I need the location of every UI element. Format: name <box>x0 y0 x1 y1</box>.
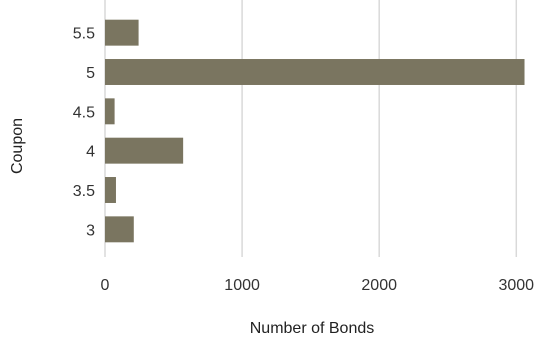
bar-coupon-3 <box>105 216 134 243</box>
x-tick-label: 1000 <box>224 277 260 294</box>
y-tick-label: 3.5 <box>73 183 95 200</box>
y-tick-label: 5.5 <box>73 26 95 43</box>
x-axis-title: Number of Bonds <box>250 320 375 337</box>
y-tick-label: 5 <box>86 65 95 82</box>
bars <box>105 19 525 243</box>
y-axis-title: Coupon <box>9 118 26 174</box>
bar-coupon-5.5 <box>105 19 139 46</box>
x-tick-label: 2000 <box>361 277 397 294</box>
x-tick-label: 3000 <box>498 277 534 294</box>
bar-coupon-4.5 <box>105 98 115 125</box>
y-tick-labels: 3 3.5 4 4.5 5 5.5 <box>73 26 95 240</box>
x-tick-label: 0 <box>101 277 110 294</box>
y-tick-label: 3 <box>86 222 95 239</box>
x-tick-labels: 0 1000 2000 3000 <box>101 277 535 294</box>
bar-coupon-5 <box>105 59 525 85</box>
bar-coupon-3.5 <box>105 177 116 203</box>
y-tick-label: 4 <box>86 144 95 161</box>
y-tick-label: 4.5 <box>73 104 95 121</box>
grid-lines <box>104 0 518 257</box>
bar-coupon-4 <box>105 137 184 164</box>
